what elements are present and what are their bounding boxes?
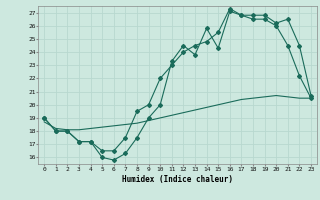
- X-axis label: Humidex (Indice chaleur): Humidex (Indice chaleur): [122, 175, 233, 184]
